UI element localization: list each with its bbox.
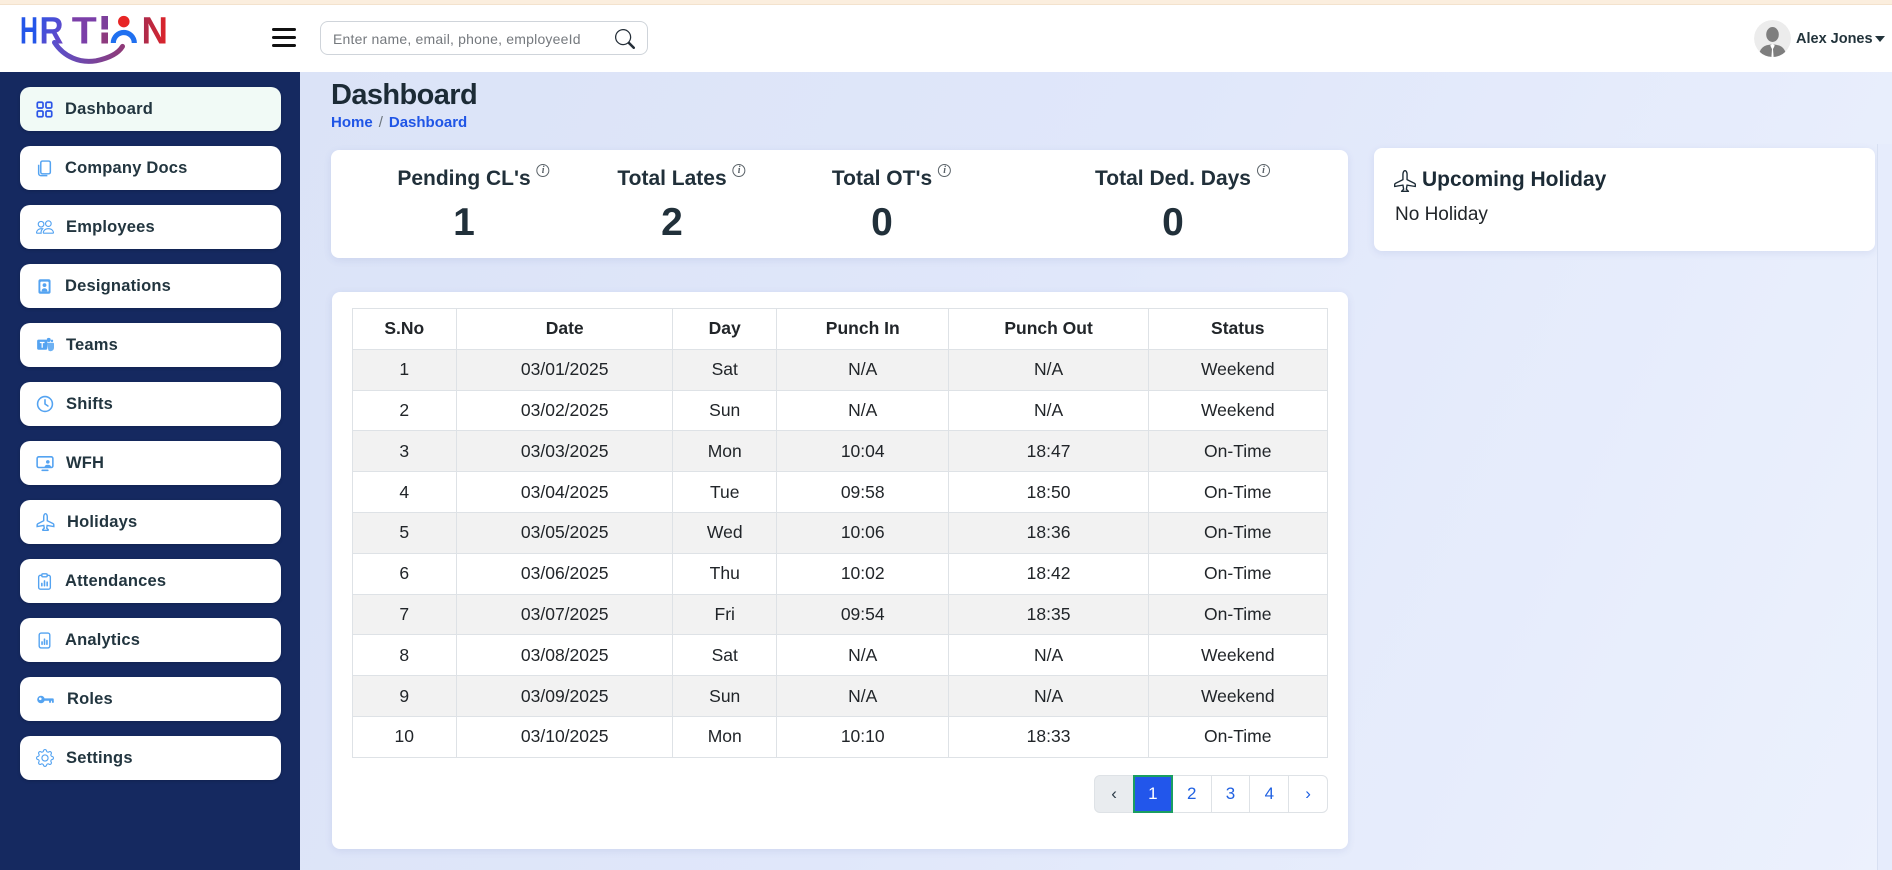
svg-text:T: T [72,10,97,52]
svg-text:H: H [20,10,38,52]
svg-text:N: N [142,10,169,52]
